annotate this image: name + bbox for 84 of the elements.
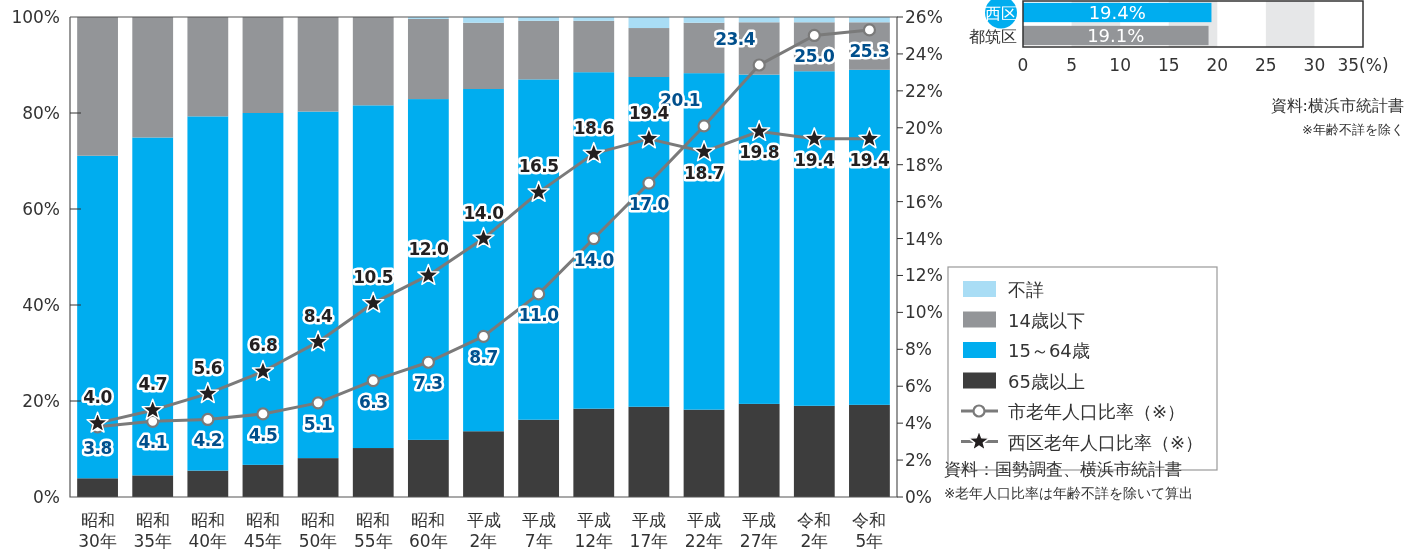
data-label: 4.1: [138, 432, 168, 453]
x-tick-label: 昭和50年: [298, 510, 338, 551]
data-label: 16.5: [518, 156, 559, 177]
x-tick-label: 平成7年: [521, 510, 556, 551]
x-tick-label: 昭和40年: [188, 510, 228, 551]
y2-tick-label: 26%: [905, 7, 943, 27]
x-tick-label: 0: [1017, 55, 1029, 75]
data-label: 8.4: [303, 305, 334, 326]
data-label: 19.8: [739, 142, 780, 163]
data-label: 10.5: [353, 267, 394, 288]
y2-tick-label: 12%: [905, 265, 943, 286]
data-label: 25.0: [794, 46, 835, 67]
x-tick-label: 5: [1066, 55, 1077, 75]
data-label: 14.0: [573, 249, 615, 270]
y-tick-label: 80%: [22, 103, 60, 123]
data-label: 4.5: [248, 424, 278, 445]
x-tick-label: 平成2年: [466, 510, 501, 551]
text: ※年齢不詳を除く: [1302, 122, 1404, 137]
y2-tick-label: 20%: [905, 117, 943, 138]
y-tick-label: 0%: [33, 487, 60, 507]
x-tick-label: 平成22年: [684, 510, 724, 551]
data-label: 18.7: [684, 162, 725, 183]
data-label: 17.0: [628, 194, 670, 215]
legend-label: 西区老年人口比率（※）: [1008, 431, 1204, 453]
y-tick-label: 40%: [22, 295, 60, 315]
y2-tick-label: 16%: [905, 191, 943, 212]
y2-tick-label: 14%: [905, 228, 943, 249]
data-label: 19.4: [849, 149, 891, 170]
x-tick-label: 15: [1157, 55, 1180, 75]
x-tick-label: 昭和30年: [78, 510, 117, 551]
legend-label: 65歳以上: [1008, 370, 1085, 392]
x-tick-label: 20: [1206, 55, 1229, 75]
data-label: 19.4: [794, 149, 835, 170]
y2-tick-label: 24%: [905, 43, 943, 64]
y-tick-label: 都筑区: [969, 26, 1017, 46]
data-label: 12.0: [408, 239, 450, 260]
y2-tick-label: 0%: [905, 487, 932, 507]
data-label: 5.6: [193, 357, 223, 378]
text: 資料：国勢調査、横浜市統計書: [944, 459, 1182, 479]
y2-tick-label: 22%: [905, 80, 943, 101]
data-label: 3.8: [83, 437, 112, 458]
x-tick-label: 30: [1303, 55, 1326, 75]
x-tick-label: 令和5年: [852, 510, 887, 551]
x-tick-label: 平成17年: [629, 510, 669, 551]
legend-label: 市老年人口比率（※）: [1008, 401, 1186, 422]
x-tick-label: 平成12年: [574, 510, 614, 551]
text: 資料:横浜市統計書: [1270, 96, 1404, 115]
x-tick-label: 10: [1109, 55, 1131, 75]
x-tick-label: 昭和60年: [409, 510, 448, 551]
y2-tick-label: 4%: [905, 413, 932, 434]
y2-tick-label: 6%: [905, 376, 932, 397]
data-label: 11.0: [518, 304, 560, 325]
data-label: 25.3: [849, 40, 890, 61]
data-label: 6.8: [248, 335, 278, 356]
legend-label: 15～64歳: [1008, 340, 1090, 361]
text: ※老年人口比率は年齢不詳を除いて算出: [944, 485, 1194, 501]
x-tick-label: 令和2年: [797, 510, 832, 551]
data-label: 14.0: [463, 202, 505, 223]
y2-tick-label: 10%: [905, 302, 943, 323]
data-label: 19.1%: [1087, 25, 1145, 46]
y2-tick-label: 18%: [905, 154, 943, 175]
x-tick-label: 昭和55年: [353, 510, 393, 551]
y-tick-label: 100%: [11, 7, 60, 27]
data-label: 4.2: [193, 430, 223, 451]
y-tick-label: 20%: [22, 391, 60, 411]
data-label: 4.7: [138, 374, 168, 395]
x-tick-label: 平成27年: [739, 510, 779, 551]
data-label: 4.0: [83, 387, 113, 408]
x-tick-label: 35(%): [1337, 55, 1389, 75]
data-label: 8.7: [469, 347, 498, 368]
x-tick-label: 昭和35年: [133, 510, 173, 551]
y-tick-label: 60%: [22, 199, 60, 219]
data-label: 18.6: [573, 117, 614, 138]
y2-tick-label: 2%: [905, 450, 932, 471]
x-tick-label: 25: [1255, 55, 1277, 75]
legend-label: 14歳以下: [1008, 309, 1085, 331]
data-label: 19.4%: [1088, 2, 1146, 23]
legend-label: 不詳: [1008, 279, 1044, 300]
y-tick-label: 西区: [985, 3, 1017, 23]
data-label: 5.1: [303, 413, 333, 434]
x-tick-label: 昭和45年: [243, 510, 283, 551]
y2-tick-label: 8%: [905, 339, 932, 360]
data-label: 7.3: [414, 373, 443, 394]
data-label: 6.3: [358, 391, 388, 412]
